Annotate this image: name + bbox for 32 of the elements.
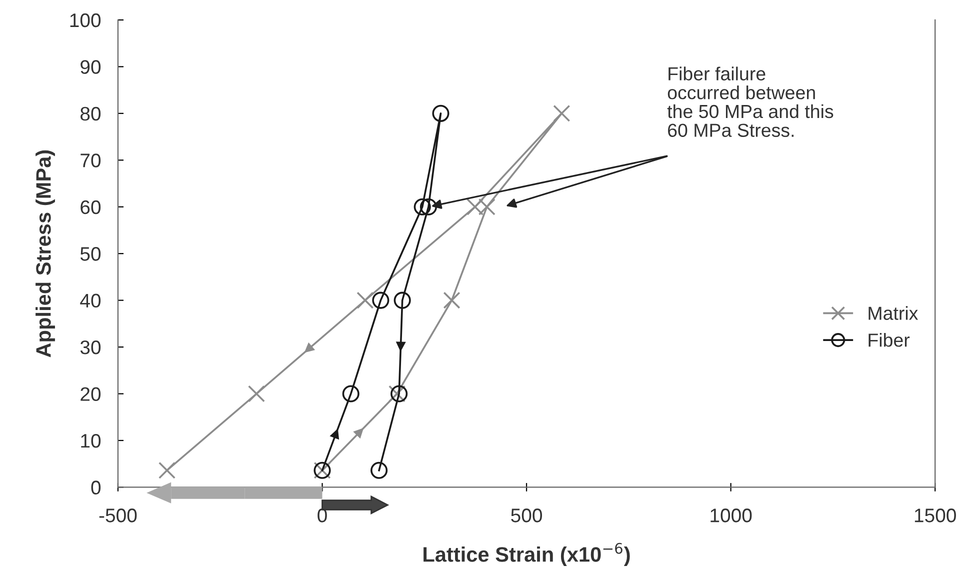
- y-axis-title: Applied Stress (MPa): [36, 150, 55, 358]
- point: [432, 104, 450, 122]
- legend-label: Fiber: [868, 333, 910, 347]
- y-tick-label: 30: [80, 340, 101, 354]
- point: [414, 198, 431, 216]
- y-tick-label: 100: [70, 13, 101, 28]
- y-tick-label: 60: [80, 200, 101, 214]
- point: [356, 292, 374, 309]
- x-tick-label: 1500: [914, 508, 956, 522]
- point: [420, 198, 438, 216]
- point: [394, 292, 411, 309]
- y-tick-label: 50: [80, 247, 101, 261]
- annotation: Fiber failure occurred between the 50 MPa and this 60 MPa Stress.: [667, 66, 834, 137]
- point: [248, 385, 266, 402]
- point: [443, 292, 460, 309]
- legend-label: Matrix: [868, 306, 918, 320]
- y-tick-label: 90: [80, 60, 101, 74]
- point: [553, 104, 570, 122]
- y-tick-label: 10: [81, 434, 101, 448]
- point: [370, 462, 388, 479]
- y-tick-label: 0: [91, 480, 101, 494]
- x-axis-title: Lattice Strain (x10$^{−6}$): [424, 542, 630, 566]
- y-tick-label: 40: [80, 294, 101, 308]
- point: [372, 292, 390, 309]
- x-tick-label: -500: [99, 508, 137, 522]
- y-tick-label: 20: [80, 387, 101, 401]
- x-tick-label: 1000: [710, 508, 752, 522]
- point: [158, 462, 176, 479]
- x-tick-label: 500: [511, 508, 542, 522]
- y-tick-label: 70: [80, 154, 101, 168]
- point: [342, 385, 360, 402]
- y-tick-label: 80: [80, 106, 101, 121]
